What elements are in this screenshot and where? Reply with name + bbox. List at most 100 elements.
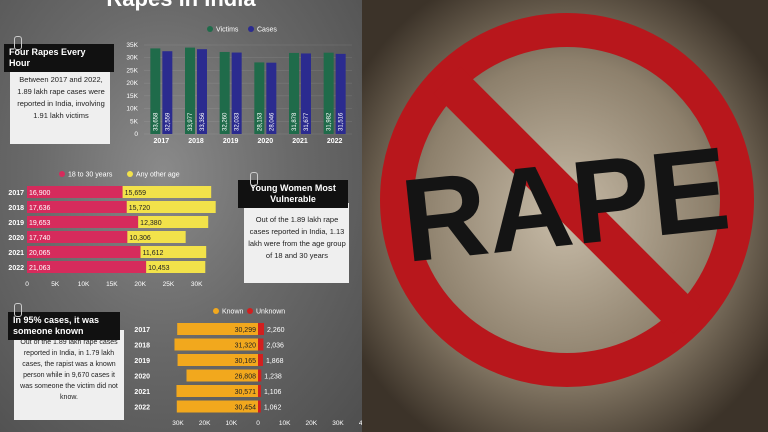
- chart2-bar-18-30: [27, 216, 139, 228]
- legend-age18-label: 18 to 30 years: [68, 172, 113, 179]
- chart1-y-tick: 35K: [126, 42, 138, 49]
- chart2-value-label: 17,636: [29, 205, 51, 212]
- infographic-panel: Rapes in India Four Rapes Every Hour Bet…: [0, 0, 362, 432]
- chart2-value-label: 15,659: [125, 190, 147, 197]
- chart1-bar-cases: [266, 62, 277, 134]
- chart2-bar-other-age: [146, 261, 206, 273]
- chart1-bar-cases: [162, 51, 173, 134]
- chart1-bar-victims: [254, 62, 265, 134]
- prohibition-ring: [380, 13, 754, 387]
- chart1-value-label: 33,658: [153, 112, 159, 131]
- summary-card-known: [14, 330, 124, 420]
- chart2-x-tick: 25K: [163, 281, 175, 288]
- chart3-bar-unknown: [258, 354, 263, 366]
- chart2-x-tick: 10K: [78, 281, 90, 288]
- summary-card-age: [244, 203, 349, 283]
- chart1-bar-cases: [197, 49, 207, 134]
- legend-otherage-swatch: [127, 171, 133, 177]
- chart3-x-tick: 10K: [226, 420, 238, 427]
- chart3-value-label: 30,299: [235, 327, 257, 334]
- paperclip-icon: [14, 36, 22, 50]
- chart1-bar-victims: [323, 52, 334, 134]
- chart1-value-label: 28,046: [269, 112, 275, 131]
- prohibition-slash: [433, 66, 701, 334]
- chart3-x-tick: 40K: [359, 420, 362, 427]
- chart2-x-tick: 5K: [51, 281, 60, 288]
- chart2-value-label: 17,740: [29, 235, 51, 242]
- chart1-y-tick: 15K: [126, 93, 138, 100]
- legend-cases-label: Cases: [257, 27, 277, 34]
- chart1-x-tick: 2021: [292, 138, 308, 145]
- chart3-value-label: 26,808: [235, 374, 257, 381]
- chart1-value-label: 31,982: [327, 112, 333, 131]
- paperclip-icon: [14, 303, 22, 317]
- chart3-value-label: 2,260: [267, 327, 285, 334]
- no-rape-poster: RAPE: [362, 0, 768, 432]
- chart1-x-tick: 2018: [188, 138, 204, 145]
- chart2-value-label: 10,306: [129, 235, 151, 242]
- chart3-value-label: 1,062: [264, 405, 282, 412]
- legend-otherage-label: Any other age: [136, 172, 180, 179]
- poster-image: RAPE: [362, 0, 768, 432]
- chart2-value-label: 15,720: [129, 205, 151, 212]
- chart3-bar-known: [177, 354, 258, 366]
- chart2-value-label: 20,065: [29, 250, 51, 257]
- chart2-value-label: 16,900: [29, 190, 51, 197]
- chart3-x-tick: 20K: [199, 420, 211, 427]
- chart2-value-label: 11,612: [143, 250, 164, 257]
- chart3-x-tick: 0: [256, 420, 260, 427]
- legend-age18-swatch: [59, 171, 65, 177]
- chart3-bar-known: [176, 385, 258, 397]
- legend-victims-swatch: [207, 26, 213, 32]
- page-title: Rapes in India: [0, 0, 362, 12]
- chart3-x-tick: 30K: [172, 420, 184, 427]
- chart2-bar-18-30: [27, 246, 141, 258]
- chart3-y-tick: 2020: [134, 374, 150, 381]
- chart3-bar-unknown: [258, 369, 262, 382]
- chart2-y-tick: 2017: [8, 190, 24, 197]
- chart3-bar-unknown: [258, 400, 261, 413]
- chart1-y-tick: 30K: [126, 55, 138, 62]
- chart3-y-tick: 2019: [134, 358, 150, 365]
- chart1-value-label: 31,878: [292, 112, 298, 131]
- chart1-bar-victims: [150, 48, 161, 134]
- chart3-value-label: 31,320: [235, 343, 257, 350]
- chart3-y-tick: 2021: [134, 389, 150, 396]
- summary-card-known-heading: In 95% cases, it was someone known: [8, 312, 120, 340]
- chart2-x-tick: 30K: [191, 281, 203, 288]
- chart3-value-label: 2,036: [266, 343, 284, 350]
- chart3-value-label: 1,106: [264, 389, 282, 396]
- chart2-y-tick: 2020: [8, 235, 24, 242]
- chart1-y-tick: 25K: [126, 67, 138, 74]
- chart1-y-tick: 10K: [126, 106, 138, 113]
- chart1-x-tick: 2017: [154, 138, 170, 145]
- legend-known-label: Known: [222, 309, 244, 316]
- chart2-bar-18-30: [27, 201, 127, 213]
- chart3-bar-unknown: [258, 323, 265, 335]
- chart1-value-label: 33,356: [200, 112, 206, 131]
- chart3-value-label: 30,165: [235, 358, 257, 365]
- chart1-bar-victims: [289, 52, 299, 135]
- chart3-x-tick: 20K: [306, 420, 318, 427]
- chart3-bar-unknown: [258, 385, 261, 397]
- chart1-bar-cases: [231, 52, 242, 134]
- chart3-bar-unknown: [258, 338, 264, 351]
- chart2-bar-other-age: [122, 186, 212, 198]
- chart2-x-tick: 0: [25, 281, 29, 288]
- chart3-value-label: 1,868: [266, 358, 284, 365]
- chart2-y-tick: 2021: [8, 250, 24, 257]
- chart3-bar-known: [176, 400, 258, 413]
- chart1-value-label: 31,677: [304, 112, 310, 131]
- chart3-y-tick: 2018: [134, 343, 150, 350]
- chart3-y-tick: 2017: [134, 327, 150, 334]
- chart1-bar-cases: [335, 53, 346, 134]
- chart1-value-label: 32,559: [165, 112, 171, 131]
- chart1-bar-cases: [301, 53, 311, 134]
- legend-unknown-label: Unknown: [256, 309, 285, 316]
- chart1-bar-victims: [219, 51, 230, 134]
- chart2-value-label: 10,453: [148, 265, 170, 272]
- chart2-x-tick: 15K: [106, 281, 118, 288]
- chart3-value-label: 30,571: [235, 389, 257, 396]
- chart2-bar-18-30: [27, 186, 123, 198]
